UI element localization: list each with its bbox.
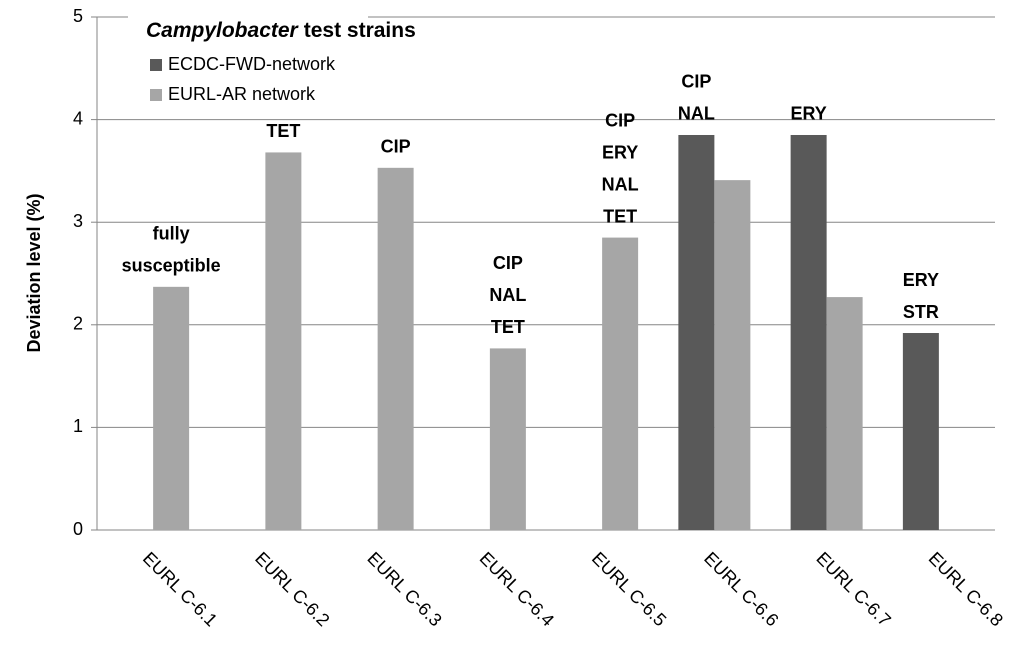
legend-background xyxy=(128,8,368,116)
bar xyxy=(602,237,639,530)
x-tick-label: EURL C-6.3 xyxy=(363,548,445,630)
bar xyxy=(153,286,190,530)
y-tick-label: 5 xyxy=(73,6,83,26)
legend-swatch xyxy=(150,89,162,101)
y-axis-label: Deviation level (%) xyxy=(24,193,44,352)
legend-title-rest: test strains xyxy=(304,19,416,42)
x-tick-label: EURL C-6.1 xyxy=(139,548,221,630)
annotation: NAL xyxy=(678,104,715,124)
legend-label: EURL-AR network xyxy=(168,84,316,104)
bar xyxy=(265,152,302,530)
annotation: ERY xyxy=(903,270,939,290)
annotation: TET xyxy=(266,121,300,141)
bar xyxy=(790,134,827,531)
annotation: TET xyxy=(603,206,637,226)
x-tick-label: EURL C-6.8 xyxy=(925,548,1007,630)
legend-label: ECDC-FWD-network xyxy=(168,54,336,74)
legend-title: Campylobacter test strains xyxy=(146,19,416,42)
legend-swatch xyxy=(150,59,162,71)
annotation: STR xyxy=(903,302,939,322)
x-tick-label: EURL C-6.4 xyxy=(476,548,558,630)
bar xyxy=(902,333,939,530)
annotation: CIP xyxy=(605,110,635,130)
annotation: CIP xyxy=(493,253,523,273)
annotation: fully xyxy=(153,224,190,244)
x-tick-label: EURL C-6.2 xyxy=(251,548,333,630)
legend-title-italic: Campylobacter xyxy=(146,19,300,42)
legend: ECDC-FWD-network EURL-AR network xyxy=(150,54,336,104)
x-tick-label: EURL C-6.7 xyxy=(812,548,894,630)
y-tick-label: 2 xyxy=(73,314,83,334)
y-tick-label: 3 xyxy=(73,211,83,231)
y-tick-label: 1 xyxy=(73,416,83,436)
bar xyxy=(489,348,526,530)
y-tick-label: 4 xyxy=(73,108,83,128)
bars: fully susceptible TET CIP CIP NAL TET CIP ERY NAL… xyxy=(122,72,939,531)
x-tick-label: EURL C-6.5 xyxy=(588,548,670,630)
annotation: ERY xyxy=(602,142,638,162)
bar xyxy=(714,180,751,530)
y-tick-label: 0 xyxy=(73,519,83,539)
annotation: NAL xyxy=(489,285,526,305)
bar xyxy=(678,134,715,531)
annotation: CIP xyxy=(381,137,411,157)
x-tick-label: EURL C-6.6 xyxy=(700,548,782,630)
annotation: TET xyxy=(491,317,525,337)
annotation: NAL xyxy=(602,174,639,194)
annotation: ERY xyxy=(790,104,826,124)
bar xyxy=(826,297,863,530)
annotation: CIP xyxy=(681,72,711,92)
bar xyxy=(377,167,414,530)
annotation: susceptible xyxy=(122,256,221,276)
